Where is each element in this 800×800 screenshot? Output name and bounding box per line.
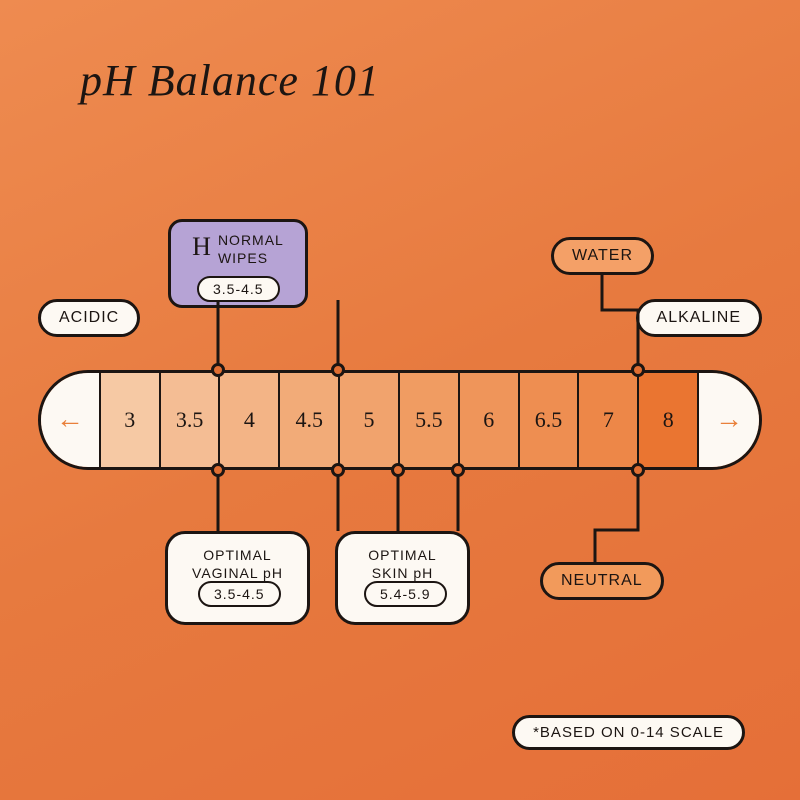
connector-dot	[451, 463, 465, 477]
vaginal-callout: OPTIMAL VAGINAL pH	[165, 531, 310, 625]
skin-range-pill: 5.4-5.9	[364, 581, 447, 607]
scale-cell: 6	[460, 373, 520, 467]
connector-dot	[631, 363, 645, 377]
ph-infographic: pH Balance 101 ACIDIC ALKALINE WATER H N…	[0, 0, 800, 800]
scale-cell: 3.5	[161, 373, 221, 467]
scale-cell: 8	[639, 373, 699, 467]
acidic-label: ACIDIC	[38, 299, 140, 337]
arrow-right-icon: →	[699, 373, 759, 467]
scale-cell: 5	[340, 373, 400, 467]
arrow-left-icon: ←	[41, 373, 101, 467]
ph-scale-bar: ←33.544.555.566.578→	[38, 370, 762, 470]
skin-callout: OPTIMAL SKIN pH	[335, 531, 470, 625]
connector-dot	[211, 463, 225, 477]
neutral-label: NEUTRAL	[540, 562, 664, 600]
footnote: *BASED ON 0-14 SCALE	[512, 715, 745, 750]
scale-cell: 5.5	[400, 373, 460, 467]
wipes-h-badge: H	[192, 232, 212, 262]
scale-cell: 4	[220, 373, 280, 467]
water-label: WATER	[551, 237, 654, 275]
connector-dot	[631, 463, 645, 477]
skin-text: OPTIMAL SKIN pH	[368, 547, 436, 581]
scale-cell: 3	[101, 373, 161, 467]
scale-cell: 7	[579, 373, 639, 467]
connector-dot	[331, 463, 345, 477]
wipes-text: NORMAL WIPES	[218, 232, 284, 267]
wipes-range-pill: 3.5-4.5	[197, 276, 280, 302]
scale-cell: 4.5	[280, 373, 340, 467]
connector-dot	[391, 463, 405, 477]
page-title: pH Balance 101	[80, 55, 380, 106]
vaginal-text: OPTIMAL VAGINAL pH	[192, 547, 283, 581]
scale-cell: 6.5	[520, 373, 580, 467]
vaginal-range-pill: 3.5-4.5	[198, 581, 281, 607]
alkaline-label: ALKALINE	[636, 299, 762, 337]
connector-dot	[211, 363, 225, 377]
connector-dot	[331, 363, 345, 377]
